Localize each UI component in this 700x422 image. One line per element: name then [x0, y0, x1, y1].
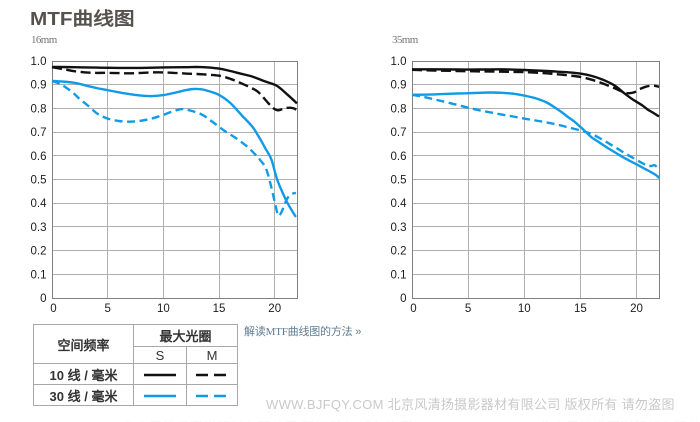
svg-text:0: 0	[40, 293, 46, 305]
svg-text:0.5: 0.5	[31, 175, 47, 187]
svg-text:0.4: 0.4	[31, 198, 48, 210]
svg-text:10: 10	[518, 303, 531, 315]
svg-text:5: 5	[104, 303, 110, 315]
svg-text:0.9: 0.9	[31, 80, 47, 92]
svg-text:0.7: 0.7	[31, 127, 47, 139]
svg-text:1.0: 1.0	[31, 56, 47, 68]
svg-text:0: 0	[410, 303, 416, 315]
svg-text:20: 20	[268, 303, 281, 315]
svg-text:0.9: 0.9	[391, 80, 407, 92]
svg-text:0.5: 0.5	[391, 175, 407, 187]
svg-text:0.2: 0.2	[31, 246, 47, 258]
svg-text:0.3: 0.3	[31, 222, 47, 234]
svg-text:0.3: 0.3	[391, 222, 407, 234]
svg-text:0.1: 0.1	[391, 269, 407, 281]
svg-text:0.8: 0.8	[391, 103, 407, 115]
svg-text:10: 10	[157, 303, 170, 315]
svg-text:0: 0	[400, 293, 406, 305]
svg-text:0.1: 0.1	[31, 269, 47, 281]
svg-text:0.7: 0.7	[391, 127, 407, 139]
svg-text:0.6: 0.6	[31, 151, 47, 163]
svg-text:15: 15	[574, 303, 587, 315]
svg-text:0.8: 0.8	[31, 103, 47, 115]
svg-text:0: 0	[50, 303, 56, 315]
svg-text:0.6: 0.6	[391, 151, 407, 163]
svg-text:5: 5	[465, 303, 471, 315]
svg-text:20: 20	[630, 303, 643, 315]
svg-text:0.2: 0.2	[391, 246, 407, 258]
svg-text:15: 15	[213, 303, 226, 315]
svg-text:1.0: 1.0	[391, 56, 407, 68]
svg-text:0.4: 0.4	[391, 198, 408, 210]
